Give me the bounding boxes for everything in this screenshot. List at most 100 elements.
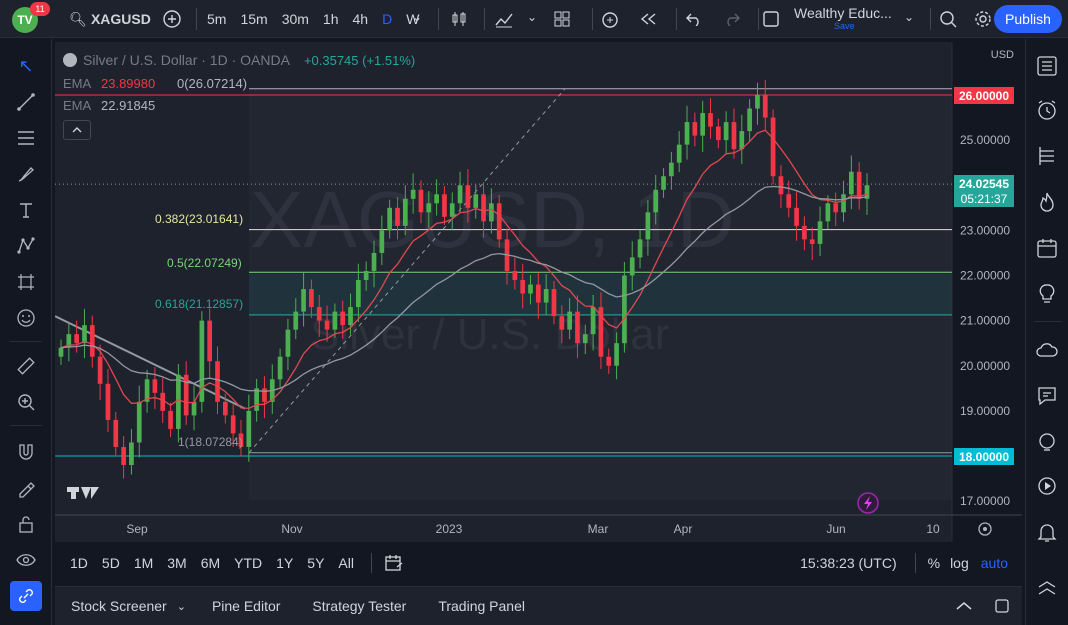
lock-icon[interactable] bbox=[10, 509, 42, 539]
chart-title[interactable]: Silver / U.S. Dollar · 1D · OANDA bbox=[83, 52, 290, 68]
alarm-clock-icon[interactable] bbox=[1032, 95, 1062, 125]
candle-body bbox=[160, 392, 166, 411]
quick-search-button[interactable] bbox=[934, 4, 962, 34]
candle-body bbox=[105, 383, 111, 420]
notification-badge[interactable]: 11 bbox=[30, 2, 50, 16]
range-3m[interactable]: 3M bbox=[167, 555, 187, 571]
redo-button[interactable] bbox=[718, 4, 746, 34]
compare-symbol-button[interactable] bbox=[158, 4, 186, 34]
eye-icon[interactable] bbox=[10, 545, 42, 575]
chart-type-button[interactable] bbox=[446, 4, 472, 34]
hotlist-fire-icon[interactable] bbox=[1032, 187, 1062, 217]
calendar-icon[interactable] bbox=[1032, 233, 1062, 263]
text-icon[interactable] bbox=[10, 195, 42, 225]
fib-retracement-icon[interactable] bbox=[10, 123, 42, 153]
range-5d[interactable]: 5D bbox=[101, 555, 120, 571]
tab-stock-screener[interactable]: Stock Screener ⌄ bbox=[71, 598, 186, 614]
candle-body bbox=[254, 388, 259, 411]
brush-icon[interactable] bbox=[10, 159, 42, 189]
replay-button[interactable] bbox=[634, 4, 662, 34]
chart-pane[interactable]: XAGUSD, 1D Silver / U.S. Dollar 0.382(23… bbox=[55, 42, 1022, 542]
fib-trend-line[interactable] bbox=[248, 88, 566, 454]
bottom-price-marker-label: 18.00000 bbox=[959, 450, 1009, 464]
bottom-price-marker bbox=[954, 448, 1014, 465]
emoji-icon[interactable] bbox=[10, 303, 42, 333]
publish-button[interactable]: Publish bbox=[994, 5, 1062, 33]
chevrons-collapse-icon[interactable] bbox=[1032, 573, 1062, 603]
prediction-icon[interactable] bbox=[10, 267, 42, 297]
timeframe-15m[interactable]: 15m bbox=[240, 11, 268, 27]
streams-cloud-icon[interactable] bbox=[1032, 335, 1062, 365]
fullscreen-layout-button[interactable] bbox=[758, 4, 784, 34]
notification-bell-icon[interactable] bbox=[1032, 517, 1062, 547]
chevron-down-icon[interactable]: ⌄ bbox=[412, 10, 423, 24]
timeframe-5m[interactable]: 5m bbox=[207, 11, 227, 27]
timeframe-w[interactable]: W bbox=[406, 11, 420, 27]
zoom-in-icon[interactable] bbox=[10, 387, 42, 417]
symbol-search-button[interactable]: 🔍︎ XAGUSD bbox=[62, 4, 158, 34]
currency-label[interactable]: USD bbox=[991, 49, 1014, 61]
watchlist-icon[interactable] bbox=[1032, 51, 1062, 81]
maximize-panel-button[interactable] bbox=[990, 594, 1014, 618]
timeframe-1h[interactable]: 1h bbox=[322, 11, 339, 27]
log-toggle[interactable]: log bbox=[950, 555, 969, 571]
magnet-icon[interactable] bbox=[10, 437, 42, 467]
candle-body bbox=[692, 122, 698, 136]
goto-date-button[interactable] bbox=[382, 551, 406, 575]
calendar-goto-icon bbox=[385, 555, 403, 571]
axis-settings-button[interactable] bbox=[978, 522, 992, 536]
range-5y[interactable]: 5Y bbox=[307, 555, 325, 571]
clock-time[interactable]: 15:38:23 (UTC) bbox=[800, 555, 897, 571]
time-tick-label: Apr bbox=[674, 522, 693, 536]
ema-slow-line[interactable] bbox=[60, 185, 868, 392]
templates-button[interactable] bbox=[548, 4, 576, 34]
expand-panel-button[interactable] bbox=[952, 594, 976, 618]
candle-body bbox=[340, 311, 346, 326]
ema2-label[interactable]: EMA bbox=[63, 97, 92, 113]
time-axis[interactable]: Sep Nov 2023 Mar Apr Jun 10 bbox=[126, 522, 940, 536]
link-icon[interactable] bbox=[10, 581, 42, 611]
range-ytd[interactable]: YTD bbox=[234, 555, 263, 571]
time-tick-label: Mar bbox=[588, 522, 609, 536]
broadcast-play-icon[interactable] bbox=[1032, 471, 1062, 501]
range-1m[interactable]: 1M bbox=[133, 555, 154, 571]
indicators-button[interactable] bbox=[490, 4, 518, 34]
collapse-legend-button[interactable] bbox=[63, 120, 91, 140]
timeframe-4h[interactable]: 4h bbox=[352, 11, 369, 27]
chat-icon[interactable] bbox=[1032, 381, 1062, 411]
range-6m[interactable]: 6M bbox=[200, 555, 221, 571]
cursor-icon[interactable]: ↖︎ bbox=[18, 55, 34, 76]
timeframe-30m[interactable]: 30m bbox=[281, 11, 309, 27]
trend-line-icon[interactable] bbox=[10, 87, 42, 117]
alert-button[interactable] bbox=[596, 4, 624, 34]
layout-name-button[interactable]: Wealthy Educ... Save bbox=[794, 5, 904, 35]
range-1y[interactable]: 1Y bbox=[276, 555, 294, 571]
percent-toggle[interactable]: % bbox=[927, 555, 941, 571]
settings-button[interactable] bbox=[970, 4, 996, 34]
timeframe-d[interactable]: D bbox=[382, 11, 393, 27]
range-1d[interactable]: 1D bbox=[70, 555, 88, 571]
auto-toggle[interactable]: auto bbox=[980, 555, 1008, 571]
candle-body bbox=[481, 194, 486, 222]
chevron-down-icon[interactable]: ⌄ bbox=[527, 10, 538, 24]
price-axis[interactable]: 25.00000 23.00000 22.00000 21.00000 20.00000… bbox=[960, 133, 1010, 508]
lightning-icon[interactable] bbox=[857, 492, 879, 514]
undo-button[interactable] bbox=[680, 4, 708, 34]
candle-body bbox=[457, 185, 463, 204]
tab-trading-panel[interactable]: Trading Panel bbox=[438, 598, 525, 614]
pattern-icon[interactable] bbox=[10, 231, 42, 261]
ideas-lightbulb-icon[interactable] bbox=[1032, 279, 1062, 309]
range-all[interactable]: All bbox=[338, 555, 354, 571]
ruler-icon[interactable] bbox=[10, 351, 42, 381]
ema1-label[interactable]: EMA bbox=[63, 75, 92, 91]
chevron-down-icon[interactable]: ⌄ bbox=[904, 10, 915, 24]
tab-strategy-tester[interactable]: Strategy Tester bbox=[312, 598, 407, 614]
candle-body bbox=[747, 108, 752, 132]
data-window-icon[interactable] bbox=[1032, 141, 1062, 171]
price-chart[interactable]: XAGUSD, 1D Silver / U.S. Dollar 0.382(23… bbox=[55, 42, 1022, 542]
stay-in-drawing-icon[interactable] bbox=[10, 473, 42, 503]
ema-fast-line[interactable] bbox=[60, 129, 868, 410]
help-bulb-icon[interactable] bbox=[1032, 427, 1062, 457]
tab-pine-editor[interactable]: Pine Editor bbox=[211, 598, 281, 614]
drawing-toolbar: ↖︎ bbox=[0, 39, 52, 625]
